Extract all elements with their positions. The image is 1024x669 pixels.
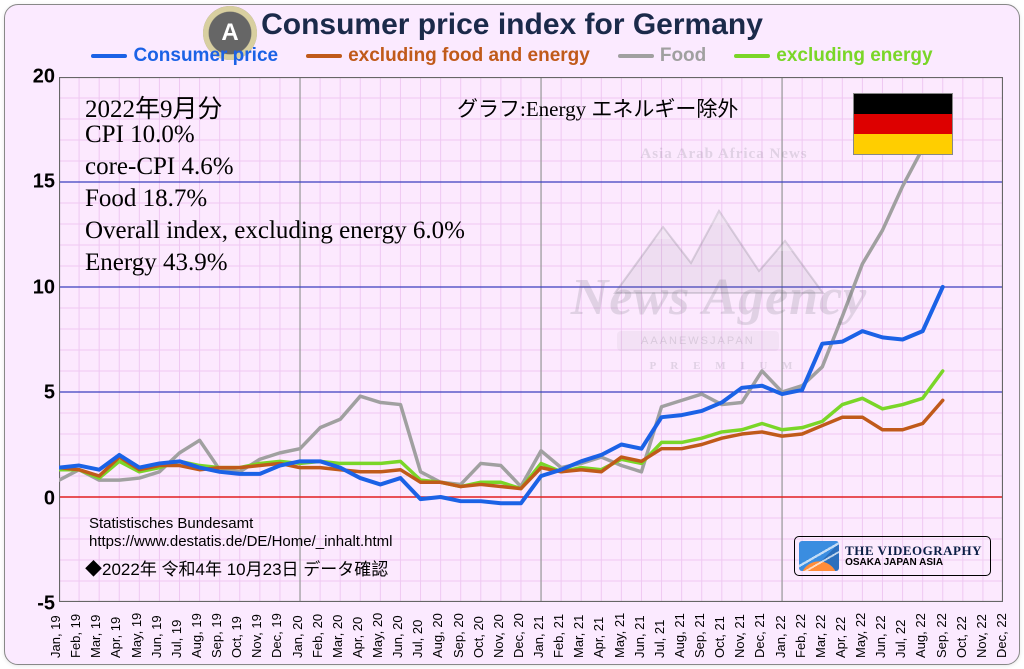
x-tick-label: Nov, 20 [491,614,506,658]
publisher-logo-icon [799,541,839,571]
x-tick-label: Nov, 21 [732,614,747,658]
legend-key-icon [91,54,127,58]
x-tick-label: Aug, 19 [189,613,204,658]
x-tick-label: Dec, 19 [269,613,284,658]
x-tick-label: Apr, 22 [833,617,848,658]
annotation-line: Overall index, excluding energy 6.0% [85,217,465,245]
publisher-stamp: THE VIDEOGRAPHY OSAKA JAPAN ASIA [794,536,991,576]
annotation-line: CPI 10.0% [85,121,195,149]
x-tick-label: Oct, 21 [712,616,727,658]
x-tick-label: Jan, 21 [531,615,546,658]
x-tick-label: Sep, 21 [692,613,707,658]
y-tick-label: 15 [19,171,55,194]
x-tick-label: Jan, 19 [48,615,63,658]
legend-label: Consumer price [133,45,278,67]
y-tick-label: 0 [19,487,55,510]
legend-key-icon [734,54,770,58]
legend-label: Food [660,45,706,67]
x-axis-labels: Jan, 19Feb, 19Mar, 19Apr, 19May, 19Jun, … [59,604,1003,662]
x-tick-label: Dec, 20 [511,613,526,658]
x-tick-label: Aug, 20 [430,613,445,658]
y-tick-label: 20 [19,66,55,89]
x-tick-label: Oct, 20 [471,616,486,658]
x-tick-label: Jun, 20 [390,615,405,658]
watermark-banner: AAANEWSJAPAN [617,331,779,351]
x-tick-label: Jul, 20 [410,620,425,658]
legend-item: excluding energy [734,45,932,67]
x-tick-label: Sep, 19 [209,613,224,658]
x-tick-label: Dec, 21 [752,613,767,658]
x-tick-label: Feb, 21 [551,614,566,658]
annotation-line: Energy 43.9% [85,249,228,277]
legend-key-icon [618,54,654,58]
x-tick-label: Feb, 20 [310,614,325,658]
x-tick-label: Feb, 22 [793,614,808,658]
x-tick-label: Aug, 21 [672,613,687,658]
x-tick-label: Jan, 22 [773,615,788,658]
x-tick-label: Oct, 19 [229,616,244,658]
legend-label: excluding food and energy [348,45,590,67]
x-tick-label: Mar, 22 [813,615,828,658]
y-tick-label: 10 [19,276,55,299]
x-tick-label: Oct, 22 [954,616,969,658]
chart-title: Consumer price index for Germany [261,8,763,42]
x-tick-label: Dec, 22 [994,613,1009,658]
x-tick-label: Jan, 20 [290,615,305,658]
annotation-line: 2022年9月分 [85,89,223,125]
x-tick-label: Nov, 19 [249,614,264,658]
stamp-line-1: THE VIDEOGRAPHY [845,544,982,558]
x-tick-label: Jul, 22 [893,620,908,658]
chart-card: Consumer price index for Germany Consume… [4,4,1020,665]
x-tick-label: Apr, 19 [108,617,123,658]
legend-item: Consumer price [91,45,278,67]
graph-caption: グラフ:Energy エネルギー除外 [457,93,738,123]
x-tick-label: May, 19 [129,613,144,658]
x-tick-label: Sep, 22 [934,613,949,658]
annotation-line: Food 18.7% [85,185,207,213]
x-tick-label: Jun, 21 [632,615,647,658]
x-tick-label: Apr, 20 [350,617,365,658]
x-tick-label: May, 21 [612,613,627,658]
plot-area: Asia Arab Africa News News Agency AAANEW… [59,77,1003,602]
x-tick-label: Sep, 20 [451,613,466,658]
x-tick-label: Apr, 21 [591,617,606,658]
header: Consumer price index for Germany [5,7,1019,43]
x-tick-label: May, 22 [853,613,868,658]
germany-flag-icon [853,93,953,155]
x-tick-label: Jul, 19 [169,620,184,658]
legend-item: Food [618,45,706,67]
legend-label: excluding energy [776,45,932,67]
source-line-2: https://www.destatis.de/DE/Home/_inhalt.… [89,533,392,550]
legend: Consumer price excluding food and energy F… [5,45,1019,67]
y-tick-label: 5 [19,382,55,405]
x-tick-label: Aug, 22 [913,613,928,658]
y-tick-label: -5 [19,593,55,616]
stamp-line-2: OSAKA JAPAN ASIA [845,558,982,569]
annotation-line: core-CPI 4.6% [85,153,234,181]
x-tick-label: Mar, 20 [330,615,345,658]
date-note: ◆2022年 令和4年 10月23日 データ確認 [85,555,388,580]
x-tick-label: May, 20 [370,613,385,658]
x-tick-label: Jun, 22 [873,615,888,658]
x-tick-label: Mar, 21 [571,615,586,658]
source-line-1: Statistisches Bundesamt [89,515,253,532]
x-tick-label: Nov, 22 [974,614,989,658]
x-tick-label: Jul, 21 [652,620,667,658]
x-tick-label: Feb, 19 [68,614,83,658]
legend-item: excluding food and energy [306,45,590,67]
x-tick-label: Jun, 19 [149,615,164,658]
legend-key-icon [306,54,342,58]
x-tick-label: Mar, 19 [88,615,103,658]
